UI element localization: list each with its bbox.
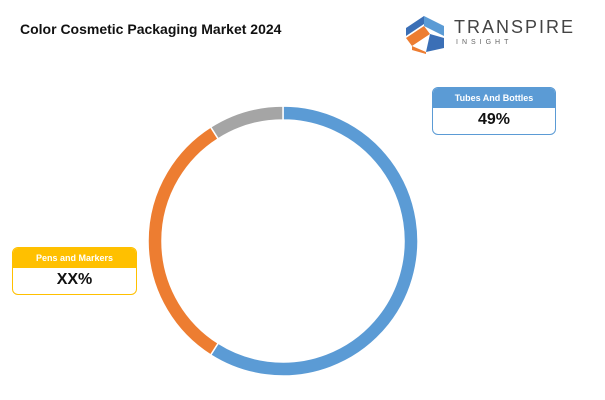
logo-subtitle: INSIGHT [456,39,513,46]
callout-tubes-and-bottles: Tubes And Bottles 49% [432,87,556,135]
donut-slice-0 [209,105,419,377]
logo-mark-icon [406,16,444,54]
callout-pens-and-markers: Pens and Markers XX% [12,247,137,295]
company-logo: TRANSPIRE INSIGHT [404,14,574,54]
donut-slice-1 [147,125,220,357]
callout-pens-value: XX% [56,271,93,288]
callout-tubes-label: Tubes And Bottles [433,88,555,108]
page-title: Color Cosmetic Packaging Market 2024 [20,21,282,37]
donut-slice-2 [209,105,284,140]
logo-name: TRANSPIRE [454,17,576,37]
callout-tubes-value: 49% [477,111,511,128]
callout-pens-label: Pens and Markers [13,248,136,268]
